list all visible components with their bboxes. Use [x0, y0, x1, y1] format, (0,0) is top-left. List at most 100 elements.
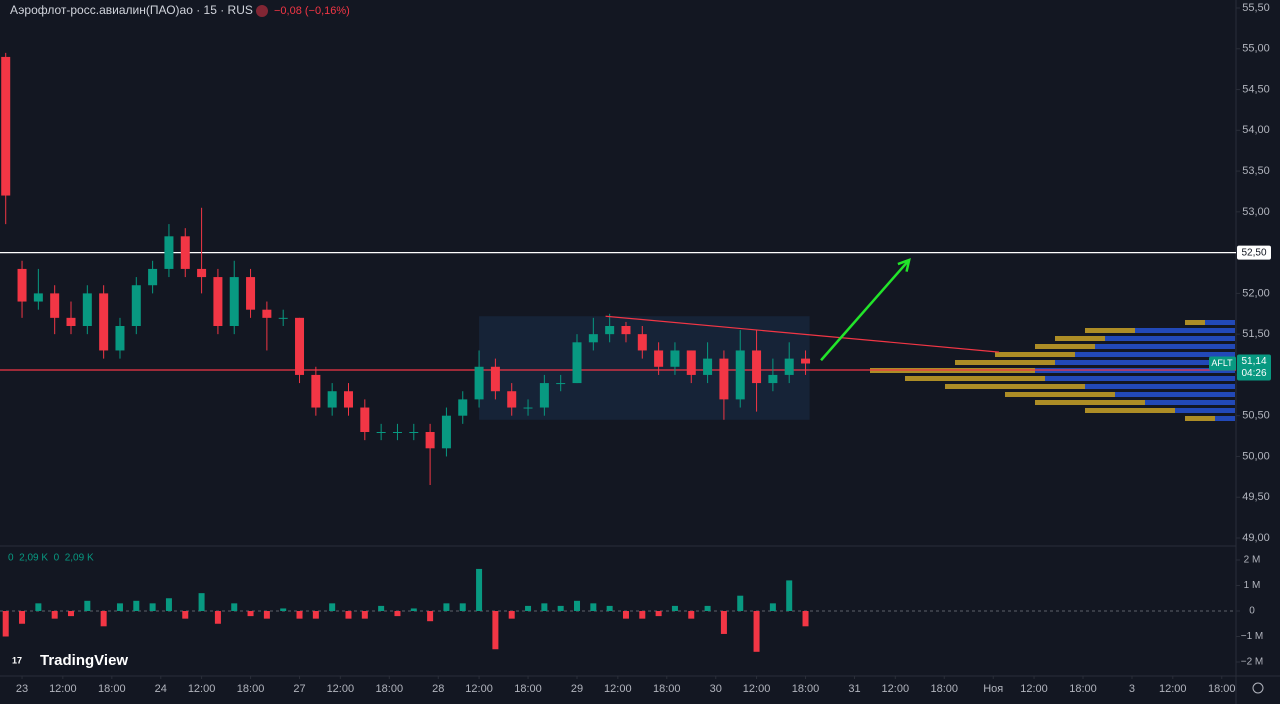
x-tick-label: 3	[1129, 683, 1135, 695]
profile-blue	[1215, 416, 1235, 421]
symbol-label: AFLT	[1211, 358, 1233, 368]
candle-body	[458, 399, 468, 416]
candle-body	[474, 366, 484, 400]
volume-bar	[476, 568, 483, 611]
volume-bar	[345, 611, 352, 619]
volume-bar	[165, 598, 172, 611]
profile-gold	[1185, 320, 1205, 325]
volume-bar	[525, 605, 532, 611]
volume-bar	[639, 611, 646, 619]
candle-body	[654, 350, 664, 367]
volume-bar	[247, 611, 254, 617]
candle-body	[441, 415, 451, 449]
profile-blue	[1145, 400, 1235, 405]
volume-bar	[410, 608, 417, 611]
x-tick-label: 12:00	[743, 683, 771, 695]
candle-body	[246, 277, 256, 310]
y-tick-label: 53,00	[1242, 206, 1270, 218]
y-tick-label: 54,50	[1242, 83, 1270, 95]
volume-bar	[182, 611, 189, 619]
volume-bar	[737, 595, 744, 611]
profile-gold	[1085, 408, 1175, 413]
volume-bar	[720, 611, 727, 634]
x-tick-label: 18:00	[792, 683, 820, 695]
candle-body	[556, 383, 566, 385]
candle-body	[50, 293, 60, 318]
x-tick-label: 12:00	[465, 683, 493, 695]
volume-bar	[443, 603, 450, 611]
candle-body	[768, 374, 778, 384]
y-tick-label: 51,50	[1242, 328, 1270, 340]
candle-body	[164, 236, 174, 269]
x-tick-label: 18:00	[98, 683, 126, 695]
profile-gold	[1035, 400, 1145, 405]
candle-body	[686, 350, 696, 375]
candle-body	[523, 407, 533, 409]
x-tick-label: 18:00	[653, 683, 681, 695]
volume-bar	[361, 611, 368, 619]
volume-bar	[149, 603, 156, 611]
volume-bar	[2, 611, 9, 637]
volume-bar	[541, 603, 548, 611]
candle-body	[1, 56, 11, 196]
candle-body	[703, 358, 713, 375]
y-tick-label: 50,00	[1242, 450, 1270, 462]
volume-bar	[786, 580, 793, 611]
candle-body	[131, 285, 141, 326]
x-tick-label: 18:00	[376, 683, 404, 695]
countdown-label: 04:26	[1241, 368, 1266, 379]
x-tick-label: 30	[710, 683, 722, 695]
profile-blue	[1115, 392, 1235, 397]
candle-body	[490, 366, 500, 392]
logo-mark: 17	[12, 655, 22, 665]
candle-body	[311, 374, 321, 408]
profile-blue	[1105, 336, 1235, 341]
volume-bar	[312, 611, 319, 619]
candle-body	[392, 432, 402, 433]
candle-body	[670, 350, 680, 367]
volume-bar	[84, 600, 91, 611]
volume-bar	[606, 605, 613, 611]
change: −0,08 (−0,16%)	[274, 5, 350, 17]
candle-body	[572, 342, 582, 384]
candle-body	[719, 358, 729, 400]
symbol-title: Аэрофлот-росс.авиалин(ПАО)ао · 15 · RUS	[10, 3, 253, 17]
volume-bar	[590, 603, 597, 611]
profile-blue	[1205, 320, 1235, 325]
volume-bar	[35, 603, 42, 611]
y-tick-label: 53,50	[1242, 165, 1270, 177]
volume-bar	[329, 603, 336, 611]
y-tick-label: 52,00	[1242, 287, 1270, 299]
x-tick-label: 12:00	[327, 683, 355, 695]
volume-bar	[622, 611, 629, 619]
volume-bar	[508, 611, 515, 619]
volume-bar	[704, 605, 711, 611]
v-tick-label: −2 M	[1241, 657, 1264, 668]
candle-body	[605, 326, 615, 335]
candle-body	[343, 391, 353, 408]
arrow-head	[897, 257, 911, 272]
x-tick-label: 18:00	[1069, 683, 1097, 695]
candle-body	[295, 317, 305, 375]
settings-icon[interactable]	[1252, 682, 1264, 694]
candle-body	[376, 432, 386, 433]
profile-gold	[1035, 344, 1095, 349]
volume-bar	[688, 611, 695, 619]
v-tick-label: 1 M	[1244, 580, 1261, 591]
profile-blue	[1055, 360, 1235, 365]
profile-gold	[995, 352, 1075, 357]
last-price-bg	[1237, 354, 1271, 381]
candle-body	[115, 326, 125, 351]
volume-bar	[198, 593, 205, 611]
volume-bar	[753, 611, 760, 652]
x-tick-label: 18:00	[514, 683, 542, 695]
x-tick-label: 27	[293, 683, 305, 695]
candle-body	[735, 350, 745, 400]
profile-gold	[1185, 416, 1215, 421]
volume-bar	[671, 605, 678, 611]
x-tick-label: 12:00	[1159, 683, 1187, 695]
level-label: 52,50	[1241, 247, 1266, 258]
candle-body	[539, 383, 549, 408]
candle-body	[409, 432, 419, 433]
x-tick-label: 12:00	[882, 683, 910, 695]
